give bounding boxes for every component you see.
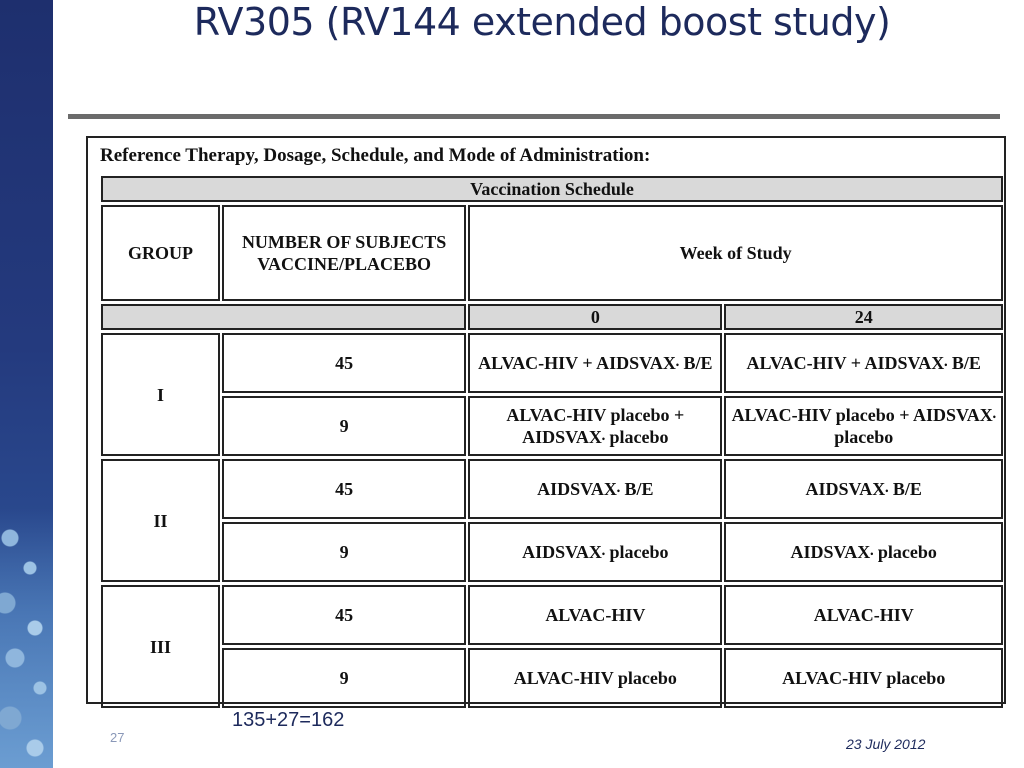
table-heading: Reference Therapy, Dosage, Schedule, and…: [100, 145, 651, 166]
subjects-count: 45: [222, 585, 467, 645]
subjects-count: 9: [222, 396, 467, 456]
table-row: 9 ALVAC-HIV placebo + AIDSVAX• placebo A…: [101, 396, 1003, 456]
schedule-table-frame: Reference Therapy, Dosage, Schedule, and…: [86, 136, 1006, 708]
page-number: 27: [110, 730, 125, 745]
table-row: 9 AIDSVAX• placebo AIDSVAX• placebo: [101, 522, 1003, 582]
vaccination-schedule-table: Vaccination Schedule GROUP NUMBER OF SUB…: [99, 173, 1005, 711]
header-group: GROUP: [101, 205, 221, 301]
week0-cell: ALVAC-HIV placebo + AIDSVAX• placebo: [468, 396, 723, 456]
week0-cell: AIDSVAX• B/E: [468, 459, 723, 519]
decorative-sidebar: [0, 0, 53, 768]
bubbles-graphic: [0, 508, 53, 768]
banner-row: Vaccination Schedule: [101, 176, 1003, 202]
subjects-count: 9: [222, 648, 467, 708]
table-row: II 45 AIDSVAX• B/E AIDSVAX• B/E: [101, 459, 1003, 582]
header-row: GROUP NUMBER OF SUBJECTS VACCINE/PLACEBO…: [101, 205, 1003, 301]
week24-cell: ALVAC-HIV placebo: [724, 648, 1003, 708]
title-divider: [68, 114, 1000, 119]
subjects-count: 45: [222, 459, 467, 519]
week-24: 24: [724, 304, 1003, 330]
group-label: I: [101, 333, 221, 456]
banner-cell: Vaccination Schedule: [101, 176, 1003, 202]
week24-cell: ALVAC-HIV + AIDSVAX• B/E: [724, 333, 1003, 393]
subjects-count: 9: [222, 522, 467, 582]
week24-cell: AIDSVAX• B/E: [724, 459, 1003, 519]
group-label: II: [101, 459, 221, 582]
weeks-row: 0 24: [101, 304, 1003, 330]
group-label: III: [101, 585, 221, 708]
header-subjects: NUMBER OF SUBJECTS VACCINE/PLACEBO: [222, 205, 467, 301]
week24-cell: ALVAC-HIV placebo + AIDSVAX• placebo: [724, 396, 1003, 456]
week24-cell: AIDSVAX• placebo: [724, 522, 1003, 582]
week0-cell: AIDSVAX• placebo: [468, 522, 723, 582]
week24-cell: ALVAC-HIV: [724, 585, 1003, 645]
slide-title: RV305 (RV144 extended boost study): [193, 0, 891, 44]
week-0: 0: [468, 304, 723, 330]
subjects-count: 45: [222, 333, 467, 393]
table-row: I 45 ALVAC-HIV + AIDSVAX• B/E ALVAC-HIV …: [101, 333, 1003, 456]
weeks-blank: [101, 304, 467, 330]
week0-cell: ALVAC-HIV + AIDSVAX• B/E: [468, 333, 723, 393]
table-row: 9 ALVAC-HIV placebo ALVAC-HIV placebo: [101, 648, 1003, 708]
header-week: Week of Study: [468, 205, 1003, 301]
slide-date: 23 July 2012: [846, 736, 926, 752]
week0-cell: ALVAC-HIV placebo: [468, 648, 723, 708]
table-row: III 45 ALVAC-HIV ALVAC-HIV: [101, 585, 1003, 708]
week0-cell: ALVAC-HIV: [468, 585, 723, 645]
subject-total: 135+27=162: [232, 709, 345, 731]
